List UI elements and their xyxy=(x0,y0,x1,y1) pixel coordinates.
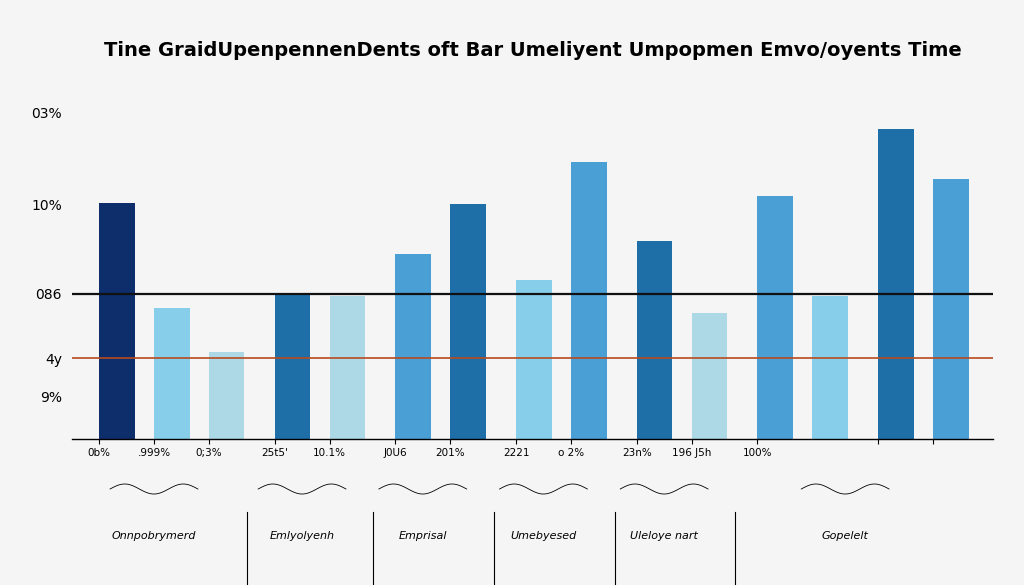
Bar xyxy=(516,280,552,439)
Title: Tine GraidUpenpennenDents oft Bar Umeliyent Umpopmen Emvo/oyents Time: Tine GraidUpenpennenDents oft Bar Umeliy… xyxy=(103,42,962,60)
Bar xyxy=(691,313,727,439)
Bar xyxy=(758,196,793,439)
Bar xyxy=(451,204,485,439)
Bar xyxy=(637,241,673,439)
Bar xyxy=(395,254,431,439)
Bar xyxy=(878,129,913,439)
Text: Emlyolyenh: Emlyolyenh xyxy=(269,531,335,541)
Bar xyxy=(812,297,848,439)
Bar xyxy=(209,352,245,439)
Text: Emprisal: Emprisal xyxy=(398,531,447,541)
Bar xyxy=(570,163,606,439)
Bar xyxy=(274,295,310,439)
Bar xyxy=(330,297,366,439)
Text: Uleloye nart: Uleloye nart xyxy=(630,531,698,541)
Bar xyxy=(933,179,969,439)
Bar xyxy=(154,308,189,439)
Text: Umebyesed: Umebyesed xyxy=(510,531,577,541)
Text: Gopelelt: Gopelelt xyxy=(821,531,868,541)
Text: Onnpobrymerd: Onnpobrymerd xyxy=(112,531,197,541)
Bar xyxy=(99,202,135,439)
